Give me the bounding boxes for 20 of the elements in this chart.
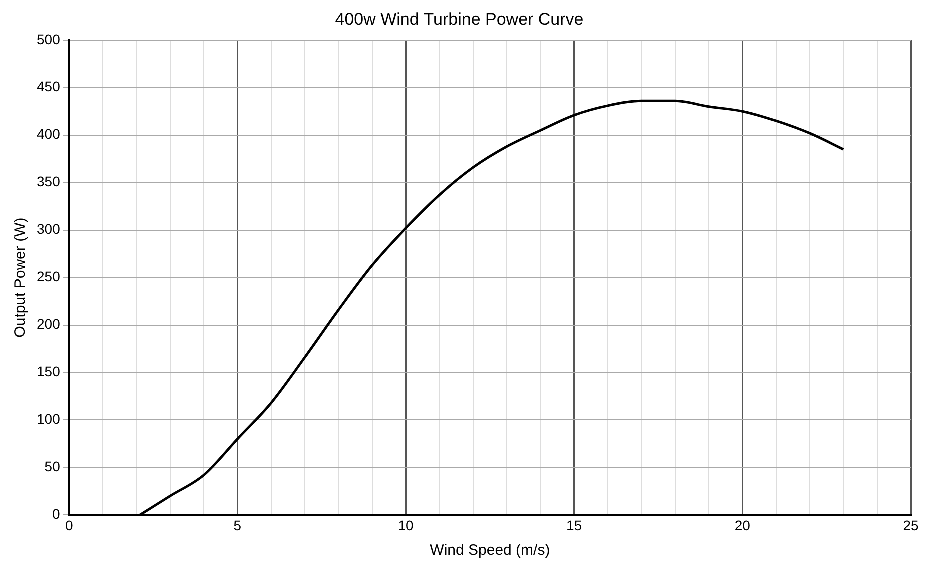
- y-tick-label: 50: [44, 458, 61, 475]
- y-tick-label: 250: [37, 268, 61, 285]
- y-axis-title: Output Power (W): [12, 218, 30, 338]
- x-tick-label: 25: [903, 517, 919, 534]
- y-tick-label: 150: [37, 364, 61, 380]
- x-tick-label: 10: [398, 517, 414, 534]
- x-axis-title: Wind Speed (m/s): [430, 542, 550, 560]
- x-tick-label: 0: [65, 517, 74, 534]
- x-tick-label: 20: [734, 517, 751, 534]
- y-tick-label: 0: [52, 506, 61, 522]
- y-tick-label: 450: [37, 78, 61, 95]
- y-tick-label: 100: [37, 411, 61, 428]
- chart-title: 400w Wind Turbine Power Curve: [335, 10, 584, 29]
- y-tick-label: 500: [37, 31, 61, 48]
- y-tick-label: 400: [37, 126, 61, 142]
- x-tick-label: 15: [566, 517, 582, 534]
- x-tick-label: 5: [234, 517, 242, 534]
- y-tick-label: 300: [37, 221, 61, 238]
- y-tick-label: 350: [37, 174, 61, 190]
- y-tick-label: 200: [37, 316, 61, 332]
